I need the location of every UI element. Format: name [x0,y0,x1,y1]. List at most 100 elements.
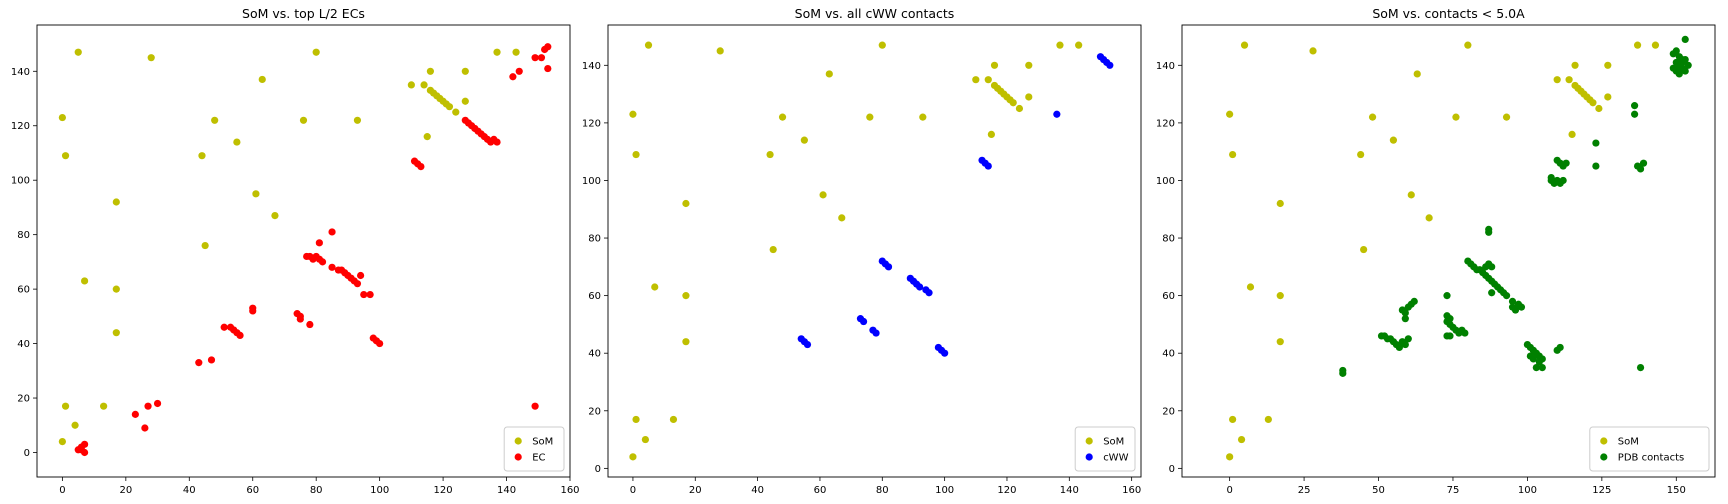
data-point-pdb-contacts [1339,366,1347,375]
data-point-pdb-contacts [1556,343,1564,352]
data-point-som [1240,41,1249,49]
data-point-pdb-contacts [1538,363,1546,372]
legend-marker [514,437,522,445]
data-point-som [211,116,219,124]
legend [503,426,565,472]
data-point-som [423,133,431,141]
data-point-som [100,402,108,410]
data-point-som [766,150,774,159]
data-point-cww [916,283,924,291]
data-point-som [201,241,209,250]
data-point-pdb-contacts [1443,292,1451,300]
legend-marker [1600,437,1608,445]
legend-marker [514,453,522,461]
data-point-som [80,277,89,285]
data-point-som [1226,453,1234,461]
data-point-som [1226,110,1234,118]
x-tick-label: 80 [310,485,323,496]
data-point-som [61,152,70,160]
x-tick-label: 125 [1592,485,1611,496]
data-point-ec [531,402,539,410]
data-point-som [641,435,650,444]
data-point-pdb-contacts [1488,263,1496,271]
data-point-som [651,283,659,291]
x-tick-label: 160 [560,485,579,496]
data-point-som [258,75,266,84]
x-tick-label: 80 [876,485,889,496]
data-point-cww [872,329,880,337]
y-tick-label: 120 [11,121,30,132]
data-point-som [778,113,787,121]
x-tick-label: 100 [370,485,389,496]
y-tick-label: 0 [1169,464,1175,475]
data-point-som [1502,113,1511,121]
y-tick-label: 60 [1162,291,1175,302]
data-point-som [1246,283,1255,291]
data-point-som [1075,41,1083,49]
data-point-som [1595,104,1603,113]
legend-label: SoM [532,437,553,448]
data-point-som [1571,61,1579,69]
data-point-ec [357,271,365,280]
data-point-pdb-contacts [1410,297,1418,305]
data-point-ec [360,290,368,299]
data-point-pdb-contacts [1535,358,1543,366]
y-tick-label: 100 [1156,176,1175,187]
x-tick-label: 20 [689,485,702,496]
x-tick-label: 60 [246,485,259,496]
data-point-som [1651,41,1660,49]
y-tick-label: 140 [582,61,601,72]
y-tick-label: 40 [17,339,30,350]
data-point-pdb-contacts [1401,309,1409,317]
data-point-pdb-contacts [1672,47,1680,55]
data-point-ec [153,399,162,408]
y-tick-label: 0 [595,464,601,475]
chart-title: SoM vs. all cWW contacts [795,6,955,21]
data-point-som [420,81,428,89]
data-point-som [1633,41,1642,49]
data-point-ec [544,64,552,73]
data-point-som [1389,136,1398,144]
data-point-ec [220,323,228,331]
data-point-som [682,338,690,346]
data-point-pdb-contacts [1401,340,1409,349]
data-point-pdb-contacts [1636,363,1645,372]
data-point-ec [328,228,336,236]
data-point-som [825,70,833,78]
data-point-som [819,191,827,199]
data-point-som [112,285,120,293]
data-point-som [716,47,724,55]
data-point-som [1425,214,1433,222]
data-point-ec [353,280,362,288]
data-point-som [632,150,640,159]
data-point-pdb-contacts [1592,139,1600,147]
x-tick-label: 100 [1518,485,1537,496]
y-tick-label: 80 [588,234,601,245]
data-point-ec [131,410,139,418]
data-point-som [1009,99,1017,107]
data-point-pdb-contacts [1446,332,1454,340]
data-point-pdb-contacts [1488,289,1496,297]
y-tick-label: 20 [1162,406,1175,417]
data-point-som [1229,415,1237,424]
y-tick-label: 60 [588,291,601,302]
x-tick-label: 75 [1447,485,1460,496]
data-point-som [1025,61,1033,69]
data-point-pdb-contacts [1631,110,1639,118]
chart-title: SoM vs. top L/2 ECs [242,6,365,21]
data-point-pdb-contacts [1532,363,1540,372]
data-point-cww [925,289,933,297]
data-point-som [1015,104,1024,113]
data-point-som [147,54,155,62]
x-tick-label: 120 [434,485,453,496]
data-point-som [461,97,469,105]
data-point-pdb-contacts [1681,67,1689,75]
plot-frame [1181,24,1716,478]
data-point-som [644,41,653,49]
y-tick-label: 40 [1162,349,1175,360]
data-point-som [632,415,640,424]
data-point-pdb-contacts [1669,64,1677,72]
data-point-pdb-contacts [1461,329,1469,337]
legend-label: EC [532,453,545,464]
